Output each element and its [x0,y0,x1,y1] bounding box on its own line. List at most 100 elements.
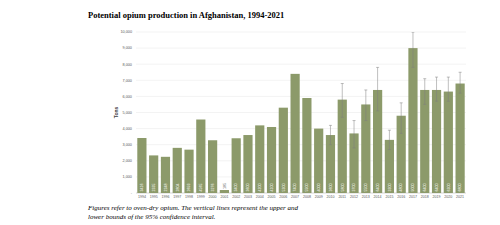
title: Potential opium production in Afghanista… [88,10,284,20]
x-tick-label: 2007 [291,195,299,199]
x-tick-label: 2010 [326,195,334,199]
bar [255,125,264,193]
error-bar [447,77,450,101]
x-tick-label: 2012 [350,195,358,199]
x-tick-label: 1997 [173,195,181,199]
x-tick-label: 2002 [232,195,240,199]
bar [149,155,158,193]
data-label: 2804 [176,184,180,192]
x-tick-label: 1996 [161,195,169,199]
data-label: 6800 [458,184,462,192]
plot-area [137,32,464,193]
bar [161,157,170,193]
error-bar [364,90,367,121]
x-tick-label: 2017 [409,195,417,199]
y-tick-label: 9,000 [122,46,132,50]
data-label: 4200 [258,184,262,192]
bar [243,135,252,193]
data-label: 6400 [423,184,427,192]
error-bar [423,79,426,105]
bar [302,98,311,193]
data-label: 5300 [282,184,286,192]
bar [184,150,193,193]
x-tick-label: 2006 [279,195,287,199]
error-bar [435,77,438,101]
data-label: 5500 [364,184,368,192]
x-tick-label: 2019 [433,195,441,199]
data-label: 3300 [388,184,392,192]
bar [456,84,465,193]
x-tick-label: 2020 [444,195,452,199]
error-bar [400,103,403,134]
y-tick-label: 10,000 [120,30,132,34]
data-label: 3400 [234,184,238,192]
bar [196,120,205,193]
y-tick-label: 5,000 [122,111,132,115]
x-tick-label: 2001 [220,195,228,199]
y-tick-label: 2,000 [122,159,132,163]
data-label: 4565 [199,184,203,192]
bar [173,148,182,193]
error-bar [341,84,344,118]
data-label: 3276 [211,184,215,192]
data-label: 185 [223,183,227,189]
x-tick-label: 2003 [244,195,252,199]
data-label: 9000 [411,184,415,192]
x-tick-label: 2018 [421,195,429,199]
bar [420,90,429,193]
x-tick-label: 2016 [397,195,405,199]
data-label: 6300 [447,184,451,192]
bar [444,92,453,193]
x-tick-label: 2011 [338,195,346,199]
y-tick-label: 6,000 [122,95,132,99]
bar [208,140,217,193]
y-tick-label: 7,000 [122,79,132,83]
data-label: 3600 [246,184,250,192]
y-tick-label: 4,000 [122,127,132,131]
bar [291,74,300,193]
data-label: 2248 [164,184,168,192]
data-label: 2693 [187,184,191,192]
data-label: 4100 [270,184,274,192]
bar [220,190,229,193]
x-tick-label: 2005 [268,195,276,199]
error-bar [376,67,379,110]
chart: Potential opium production in Afghanista… [0,0,500,225]
data-label: 7400 [293,184,297,192]
x-tick-label: 2008 [303,195,311,199]
x-tick-label: 2014 [374,195,382,199]
data-label: 3700 [352,184,356,192]
grid-line [136,32,466,33]
bar [408,48,417,193]
y-axis-label: Tons [113,106,119,118]
bar [137,138,146,193]
data-label: 5900 [305,184,309,192]
error-bar [388,130,391,149]
error-bar [459,72,462,93]
x-tick-label: 1994 [138,195,146,199]
x-tick-label: 1995 [150,195,158,199]
x-tick-label: 2009 [315,195,323,199]
data-label: 3600 [329,184,333,192]
x-tick-label: 1998 [185,195,193,199]
data-label: 6400 [435,184,439,192]
bar [314,129,323,193]
x-tick-label: 2021 [456,195,464,199]
data-label: 2335 [152,184,156,192]
x-tick-label: 2000 [209,195,217,199]
bar [432,90,441,193]
error-bar [329,125,332,144]
x-tick-label: 1999 [197,195,205,199]
x-tick-label: 2013 [362,195,370,199]
y-tick-label: 8,000 [122,63,132,67]
bar [232,138,241,193]
data-label: 6400 [376,184,380,192]
error-bar [411,32,414,67]
data-label: 4800 [399,184,403,192]
y-tick-label: - [131,191,133,195]
caption: Figures refer to oven-dry opium. The ver… [87,204,299,221]
data-label: 3416 [140,184,144,192]
y-tick-label: 1,000 [122,175,132,179]
data-label: 5800 [341,184,345,192]
y-tick-label: 3,000 [122,143,132,147]
